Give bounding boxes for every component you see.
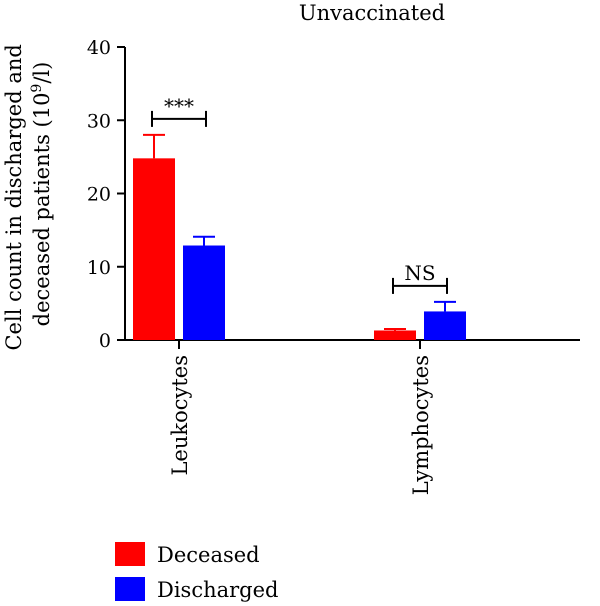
error-bars bbox=[143, 133, 456, 331]
category-label-leukocytes: Leukocytes bbox=[168, 355, 192, 476]
bars bbox=[133, 158, 466, 340]
bar-discharged-leukocytes bbox=[183, 245, 225, 340]
y-axis-label-unit-tail: /l) bbox=[30, 62, 54, 84]
bar-discharged-lymphocytes bbox=[424, 311, 466, 340]
y-axis-label-superscript: 9 bbox=[29, 84, 45, 93]
legend-item-deceased: Deceased bbox=[115, 542, 260, 567]
legend-item-discharged: Discharged bbox=[115, 577, 279, 602]
y-tick-label: 0 bbox=[99, 330, 111, 352]
legend-label: Deceased bbox=[157, 543, 260, 567]
significance-label: NS bbox=[404, 261, 435, 285]
y-axis-label-line-1: Cell count in discharged and bbox=[2, 44, 26, 350]
legend-swatch bbox=[115, 577, 145, 601]
category-label-lymphocytes: Lymphocytes bbox=[409, 355, 433, 495]
y-axis-label: Cell count in discharged and deceased pa… bbox=[2, 37, 54, 350]
y-tick-label: 30 bbox=[87, 110, 111, 132]
legend: Deceased Discharged bbox=[115, 542, 279, 602]
significance-label: *** bbox=[164, 94, 194, 118]
y-tick-label: 10 bbox=[87, 257, 111, 279]
significance-bracket: *** bbox=[151, 94, 207, 127]
y-tick-label: 20 bbox=[87, 184, 111, 206]
bar-deceased-lymphocytes bbox=[374, 330, 416, 340]
chart-title: Unvaccinated bbox=[299, 1, 445, 25]
bar-deceased-leukocytes bbox=[133, 158, 175, 340]
legend-label: Discharged bbox=[157, 578, 279, 602]
significance-brackets: ***NS***NS bbox=[151, 94, 448, 294]
category-labels: LeukocytesLymphocytesNeutrophilsMonocyte… bbox=[168, 355, 433, 495]
legend-swatch bbox=[115, 542, 145, 566]
significance-bracket: NS bbox=[392, 261, 448, 294]
y-axis-label-line-2: deceased patients (10 bbox=[30, 93, 54, 327]
y-tick-label: 40 bbox=[87, 37, 111, 59]
